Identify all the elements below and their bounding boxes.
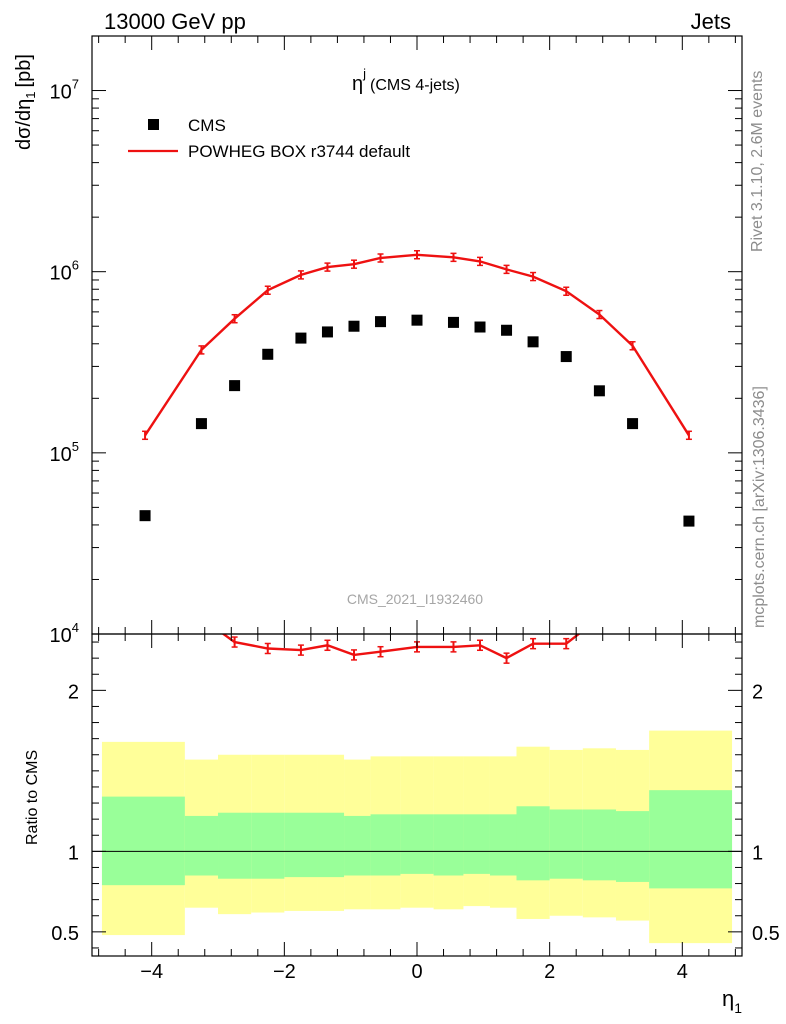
legend-label-powheg: POWHEG BOX r3744 default	[188, 142, 410, 161]
cms-data-point	[229, 380, 241, 392]
cms-data-point	[527, 336, 539, 348]
ratio-plot-ticks	[92, 634, 742, 956]
green-uncertainty-band	[218, 812, 252, 879]
main-plot-ticks	[92, 35, 742, 635]
ratio-y-axis-label: Ratio to CMS	[24, 750, 41, 845]
green-uncertainty-band	[370, 814, 401, 876]
ratio-y-tick-label-right: 1	[752, 842, 763, 864]
x-tick-label: 4	[677, 961, 688, 983]
legend: CMS POWHEG BOX r3744 default	[128, 116, 410, 161]
cms-data-point	[139, 510, 151, 522]
ratio-uncertainty-bands	[101, 730, 733, 944]
green-uncertainty-band	[615, 811, 650, 882]
x-axis-label-main: η	[722, 986, 734, 1011]
green-uncertainty-band	[516, 806, 550, 881]
rivet-version-label: Rivet 3.1.10, 2.6M events	[749, 71, 766, 252]
ratio-y-tick-label-left: 1	[68, 842, 79, 864]
cms-data-point	[474, 321, 486, 333]
cms-data-point	[501, 324, 513, 336]
cms-data-point	[295, 332, 307, 344]
y-tick-label: 105	[50, 439, 79, 466]
x-tick-label: −2	[273, 961, 296, 983]
y-tick-label: 107	[50, 77, 79, 104]
analysis-watermark: CMS_2021_I1932460	[347, 591, 483, 607]
y-tick-label: 104	[50, 620, 79, 647]
mcplots-reference-label: mcplots.cern.ch [arXiv:1306.3436]	[751, 386, 768, 628]
green-uncertainty-band	[184, 815, 219, 876]
green-uncertainty-band	[400, 814, 434, 874]
green-uncertainty-band	[489, 814, 517, 876]
y-tick-label-base: 10	[50, 82, 72, 104]
cms-data-point	[321, 326, 333, 338]
y-axis-label-unit: [pb]	[13, 54, 35, 87]
cms-data-point	[411, 314, 423, 326]
cms-data-point	[627, 418, 639, 430]
green-uncertainty-band	[463, 814, 490, 874]
x-axis-label-sub: 1	[734, 1000, 742, 1016]
legend-marker-cms	[148, 119, 159, 130]
cms-data-point	[447, 316, 459, 328]
cms-data-point	[593, 385, 605, 397]
green-uncertainty-band	[101, 796, 185, 886]
cms-data-point	[560, 351, 572, 363]
ratio-plot-panel: 0.5 0.51 12 2 −4 −2 0 2 4 Ratio to CMS η1	[24, 633, 780, 1016]
y-tick-label-exponent: 5	[72, 439, 79, 454]
legend-label-cms: CMS	[188, 116, 226, 135]
plot-title: ηj (CMS 4-jets)	[352, 66, 460, 95]
y-tick-label-base: 10	[50, 625, 72, 647]
plot-title-main: η	[352, 73, 363, 95]
header-right: Jets	[691, 9, 731, 34]
green-uncertainty-band	[649, 790, 733, 889]
y-tick-label-base: 10	[50, 444, 72, 466]
green-uncertainty-band	[284, 812, 318, 878]
y-tick-label: 106	[50, 258, 79, 285]
cms-data-point	[195, 418, 207, 430]
plot-title-sup: j	[362, 66, 366, 81]
x-tick-label: −4	[140, 961, 163, 983]
green-uncertainty-band	[549, 809, 583, 879]
main-plot-y-axis-label: dσ/dη1 [pb]	[13, 54, 38, 150]
cms-data-point	[348, 320, 360, 332]
y-tick-label-exponent: 6	[72, 258, 79, 273]
x-tick-label: 2	[544, 961, 555, 983]
cms-data-point	[375, 316, 387, 328]
x-axis-label: η1	[722, 986, 742, 1016]
green-uncertainty-band	[251, 812, 285, 879]
y-axis-label-main: dσ/dη	[13, 99, 35, 150]
ratio-y-tick-labels: 0.5 0.5 1 1 2 2	[51, 681, 780, 945]
header-left: 13000 GeV pp	[104, 9, 246, 34]
green-uncertainty-band	[317, 812, 345, 878]
y-tick-label-exponent: 4	[72, 620, 79, 635]
powheg-line	[144, 253, 690, 436]
y-tick-label-exponent: 7	[72, 77, 79, 92]
cms-data-point	[262, 348, 274, 360]
y-axis-label-sub: 1	[23, 91, 38, 98]
green-uncertainty-band	[582, 809, 616, 881]
cms-data-point	[683, 515, 695, 527]
ratio-y-tick-label-left: 2	[68, 681, 79, 703]
plot-title-paren: (CMS 4-jets)	[370, 77, 460, 94]
main-plot-series	[139, 250, 695, 527]
x-tick-labels: −4 −2 0 2 4	[140, 961, 688, 983]
ratio-plot-frame	[91, 633, 743, 957]
ratio-y-tick-label-left: 0.5	[51, 923, 79, 945]
x-tick-label: 0	[411, 961, 422, 983]
green-uncertainty-band	[433, 814, 464, 876]
ratio-y-tick-label-right: 2	[752, 681, 763, 703]
green-uncertainty-band	[344, 815, 371, 876]
ratio-y-tick-label-right: 0.5	[752, 923, 780, 945]
y-tick-label-base: 10	[50, 263, 72, 285]
